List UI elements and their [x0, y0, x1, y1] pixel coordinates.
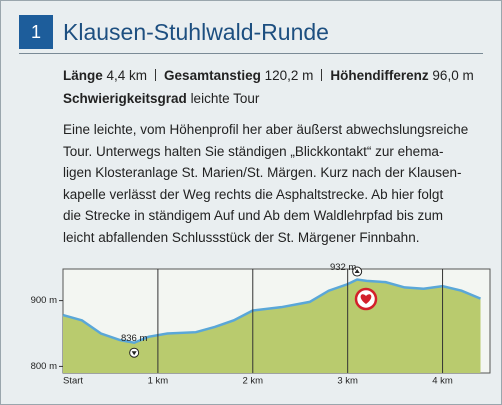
- stat-value: 96,0 m: [432, 68, 474, 83]
- stat-value: 4,4 km: [106, 68, 148, 83]
- difficulty: Schwierigkeitsgrad leichte Tour: [63, 91, 259, 106]
- x-tick-label: 2 km: [242, 376, 263, 387]
- description-line: Tour. Unterwegs halten Sie ständigen „Bl…: [63, 143, 444, 159]
- divider: [19, 53, 483, 54]
- stat-label: Gesamtanstieg: [164, 68, 261, 83]
- x-tick-label: Start: [63, 376, 83, 387]
- y-tick-label: 900 m: [31, 295, 57, 306]
- difficulty-label: Schwierigkeitsgrad: [63, 91, 187, 106]
- marker-arrow: [354, 269, 360, 274]
- route-number: 1: [19, 15, 53, 49]
- x-tick-label: 4 km: [432, 376, 453, 387]
- stat-label: Höhendifferenz: [330, 68, 429, 83]
- description-line: die Strecke in ständigem Auf und Ab dem …: [63, 208, 443, 223]
- description-line: kapelle verlässt der Weg rechts die Asph…: [63, 186, 444, 202]
- description: Eine leichte, vom Höhenprofil her aber ä…: [63, 119, 468, 248]
- annotation-label: 836 m: [121, 333, 147, 344]
- heart-icon: [360, 294, 372, 304]
- elevation-line: [62, 278, 481, 345]
- description-line: ligen Klosteranlage St. Marien/St. Märge…: [63, 165, 462, 180]
- description-line: leicht abfallenden Schlussstück der St. …: [63, 229, 420, 245]
- route-title: Klausen-Stuhlwald-Runde: [63, 19, 329, 45]
- stat-value: 120,2 m: [264, 68, 314, 83]
- marker-arrow: [131, 351, 137, 356]
- annotation-label: 932 m: [330, 262, 356, 273]
- description-line: Eine leichte, vom Höhenprofil her aber ä…: [63, 122, 469, 137]
- x-tick-label: 1 km: [148, 376, 169, 387]
- stats: Länge 4,4 km Gesamtanstieg 120,2 m Höhendi…: [63, 68, 474, 83]
- x-tick-label: 3 km: [337, 376, 358, 387]
- y-tick-label: 800 m: [31, 361, 57, 372]
- separator: [321, 69, 323, 81]
- stat-label: Länge: [63, 68, 103, 83]
- difficulty-value: leichte Tour: [190, 91, 260, 106]
- separator: [155, 69, 157, 81]
